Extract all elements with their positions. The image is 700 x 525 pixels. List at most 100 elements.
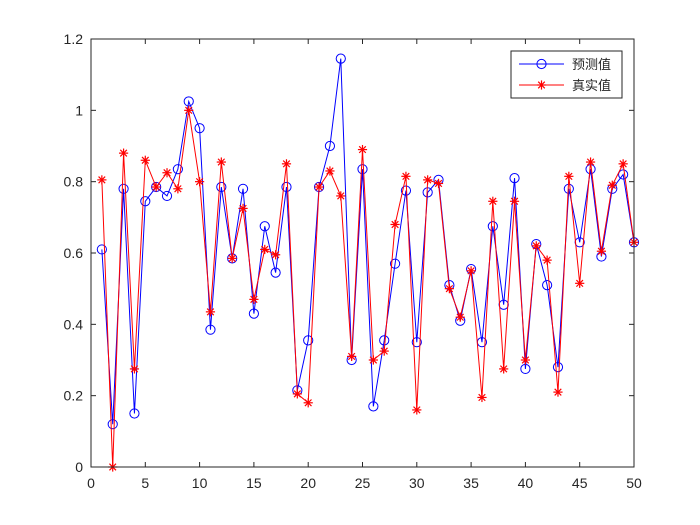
asterisk-stroke bbox=[119, 149, 128, 157]
data-point-actual bbox=[314, 182, 324, 192]
plot-area bbox=[91, 39, 634, 467]
asterisk-stroke bbox=[423, 176, 432, 184]
y-tick-label: 0.4 bbox=[64, 316, 84, 332]
data-point-predicted bbox=[107, 419, 118, 430]
asterisk-stroke bbox=[380, 347, 388, 355]
x-tick-label: 5 bbox=[141, 475, 149, 491]
asterisk-stroke bbox=[206, 308, 215, 316]
data-point-actual bbox=[249, 294, 259, 304]
data-point-predicted bbox=[411, 337, 422, 348]
data-point-actual bbox=[390, 219, 400, 230]
asterisk-stroke bbox=[413, 406, 421, 414]
data-point-predicted bbox=[389, 258, 401, 269]
asterisk-stroke bbox=[467, 267, 475, 275]
data-point-predicted bbox=[618, 169, 629, 180]
data-point-actual bbox=[271, 250, 281, 260]
asterisk-stroke bbox=[575, 279, 584, 288]
data-point-actual bbox=[466, 266, 476, 276]
asterisk-stroke bbox=[402, 172, 410, 181]
data-point-actual bbox=[585, 157, 596, 167]
data-point-predicted bbox=[129, 408, 140, 419]
data-point-predicted bbox=[542, 280, 553, 291]
asterisk-stroke bbox=[532, 242, 540, 250]
x-tick-label: 40 bbox=[518, 475, 534, 491]
asterisk-stroke bbox=[152, 183, 160, 191]
data-point-actual bbox=[336, 191, 346, 201]
x-tick-label: 25 bbox=[355, 475, 371, 491]
data-point-actual bbox=[553, 387, 563, 397]
data-point-actual bbox=[347, 351, 357, 362]
y-tick-label: 1.2 bbox=[64, 31, 84, 47]
y-tick-label: 0.8 bbox=[64, 174, 84, 190]
asterisk-stroke bbox=[326, 167, 334, 175]
data-point-actual bbox=[433, 178, 444, 189]
asterisk-stroke bbox=[217, 158, 226, 166]
data-point-actual bbox=[596, 246, 607, 256]
data-point-actual bbox=[520, 355, 530, 365]
data-point-predicted bbox=[379, 335, 390, 346]
data-point-actual bbox=[173, 184, 183, 194]
asterisk-stroke bbox=[304, 399, 312, 407]
asterisk-stroke bbox=[195, 177, 204, 186]
asterisk-stroke bbox=[456, 313, 464, 321]
data-point-predicted bbox=[161, 190, 173, 202]
data-point-actual bbox=[140, 155, 150, 165]
asterisk-stroke bbox=[478, 393, 486, 402]
asterisk-stroke bbox=[586, 158, 595, 166]
asterisk-stroke bbox=[261, 245, 269, 254]
data-point-actual bbox=[499, 364, 509, 374]
y-tick-label: 0 bbox=[75, 459, 83, 475]
data-point-predicted bbox=[140, 196, 151, 207]
asterisk-stroke bbox=[347, 352, 356, 361]
data-point-predicted bbox=[368, 401, 379, 412]
y-tick-label: 0.6 bbox=[64, 245, 84, 261]
asterisk-stroke bbox=[391, 220, 399, 229]
asterisk-stroke bbox=[565, 172, 573, 181]
data-point-actual bbox=[607, 180, 617, 190]
asterisk-stroke bbox=[239, 204, 247, 213]
data-point-actual bbox=[488, 196, 498, 206]
asterisk-stroke bbox=[608, 181, 617, 189]
x-tick-label: 50 bbox=[626, 475, 642, 491]
asterisk-stroke bbox=[293, 390, 302, 398]
asterisk-stroke bbox=[337, 192, 345, 200]
data-point-actual bbox=[162, 168, 172, 178]
asterisk-stroke bbox=[510, 197, 519, 206]
data-point-predicted bbox=[335, 53, 346, 64]
asterisk-stroke bbox=[554, 388, 562, 396]
data-point-predicted bbox=[237, 183, 249, 194]
legend-entry-predicted: 预测值 bbox=[519, 57, 611, 73]
data-point-predicted bbox=[194, 123, 205, 134]
data-point-actual bbox=[401, 171, 411, 181]
data-point-predicted bbox=[172, 164, 183, 175]
x-tick-label: 0 bbox=[87, 475, 95, 491]
legend-marker-predicted bbox=[536, 58, 547, 70]
data-point-actual bbox=[531, 241, 541, 251]
data-point-actual bbox=[97, 175, 107, 185]
data-point-predicted bbox=[216, 181, 227, 193]
data-point-actual bbox=[575, 278, 585, 288]
data-point-predicted bbox=[248, 308, 259, 319]
x-tick-label: 35 bbox=[463, 475, 479, 491]
legend-box bbox=[510, 50, 623, 99]
data-point-actual bbox=[227, 253, 237, 263]
data-point-predicted bbox=[118, 183, 129, 194]
data-point-actual bbox=[509, 196, 520, 206]
data-point-actual bbox=[216, 157, 226, 167]
asterisk-stroke bbox=[271, 251, 280, 259]
data-point-actual bbox=[412, 405, 422, 415]
x-tick-label: 20 bbox=[300, 475, 316, 491]
asterisk-stroke bbox=[434, 179, 443, 188]
asterisk-stroke bbox=[369, 356, 378, 364]
asterisk-stroke bbox=[537, 81, 546, 89]
data-point-actual bbox=[618, 159, 628, 169]
data-point-actual bbox=[195, 177, 205, 187]
data-point-predicted bbox=[303, 335, 314, 346]
asterisk-stroke bbox=[98, 176, 106, 184]
data-point-actual bbox=[542, 255, 552, 265]
asterisk-stroke bbox=[489, 197, 497, 206]
data-point-actual bbox=[281, 159, 292, 169]
data-point-predicted bbox=[509, 173, 520, 184]
